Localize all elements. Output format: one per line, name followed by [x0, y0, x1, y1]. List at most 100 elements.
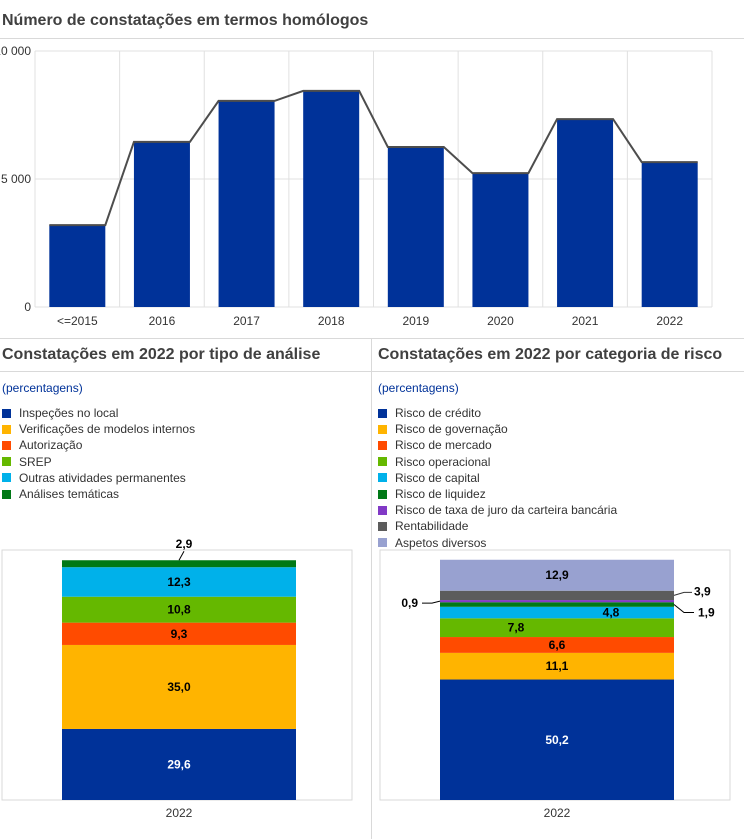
x-tick-label: 2017 [233, 314, 260, 328]
bar-2022 [641, 162, 698, 307]
x-tick-label: 2018 [318, 314, 345, 328]
x-tick-label: 2022 [544, 806, 571, 820]
data-label: 11,1 [546, 659, 569, 673]
segment-rentabilidade [440, 590, 674, 601]
bar-2019 [387, 147, 444, 307]
segment-risco-de-crédito [440, 679, 674, 800]
legend-label: SREP [19, 454, 52, 469]
legend-swatch [2, 408, 11, 418]
legend-label: Inspeções no local [19, 406, 119, 420]
left-legend: Inspeções no local Verificações de modelo… [2, 405, 195, 502]
segment-srep [62, 596, 296, 623]
legend-swatch [378, 522, 387, 532]
legend-swatch [2, 441, 11, 450]
x-tick-label: 2019 [402, 314, 429, 328]
legend-swatch [378, 489, 387, 499]
legend-item: Inspeções no local [2, 405, 195, 421]
legend-label: Risco de mercado [395, 438, 492, 453]
data-label: 12,9 [545, 568, 569, 582]
legend-item: Risco de governação [378, 421, 617, 437]
x-tick-label: <=2015 [57, 314, 98, 328]
data-label: 7,8 [508, 621, 525, 635]
y-tick-label: 10 000 [0, 44, 31, 58]
legend-label: Aspetos diversos [395, 535, 487, 550]
data-label: 2,9 [176, 537, 193, 551]
legend-label: Risco de liquidez [395, 487, 486, 502]
divider [0, 38, 744, 39]
legend-label: Verificações de modelos internos [19, 422, 196, 437]
bar-2018 [303, 90, 360, 307]
legend-item: Risco de taxa de juro da carteira bancár… [378, 502, 617, 518]
data-label: 35,0 [167, 680, 191, 694]
segment-aspetos-diversos [440, 559, 674, 591]
legend-item: Risco de capital [378, 470, 617, 486]
legend-label: Risco operacional [395, 454, 491, 469]
x-tick-label: 2022 [166, 806, 193, 820]
trend-line [49, 89, 698, 227]
legend-swatch [378, 538, 387, 548]
leader-line [178, 550, 185, 561]
right-legend: Risco de crédito Risco de governação Risco… [378, 405, 617, 551]
y-tick-label: 0 [24, 300, 31, 314]
legend-swatch [378, 457, 387, 467]
top-chart-title: Número de constatações em termos homólog… [2, 12, 369, 29]
legend-item: Risco de liquidez [378, 486, 617, 502]
bar-2021 [557, 119, 614, 307]
bar-<=2015 [49, 225, 106, 307]
legend-swatch [2, 457, 11, 467]
segment-risco-de-liquidez [440, 602, 674, 607]
data-label: 50,2 [545, 733, 569, 747]
legend-label: Autorização [19, 438, 83, 453]
divider [371, 338, 372, 839]
x-tick-label: 2020 [487, 314, 514, 328]
legend-swatch [378, 505, 387, 515]
legend-label: Risco de taxa de juro da carteira bancár… [395, 503, 618, 518]
segment-risco-de-taxa-de-juro-da-carteira-bancária [440, 600, 674, 603]
legend-swatch [378, 424, 387, 434]
x-tick-label: 2021 [572, 314, 599, 328]
data-label: 12,3 [167, 575, 191, 589]
legend-item: Outras atividades permanentes [2, 470, 195, 486]
legend-item: Rentabilidade [378, 518, 617, 534]
data-label: 9,3 [171, 627, 188, 641]
data-label: 0,9 [401, 596, 418, 610]
data-label: 6,6 [549, 638, 566, 652]
legend-item: Análises temáticas [2, 486, 195, 502]
segment-risco-de-governação [440, 652, 674, 680]
legend-item: Risco operacional [378, 454, 617, 470]
legend-item: Verificações de modelos internos [2, 421, 195, 437]
legend-item: Risco de mercado [378, 437, 617, 453]
segment-verificações-de-modelos-internos [62, 644, 296, 729]
legend-item: Risco de crédito [378, 405, 617, 421]
legend-swatch [378, 473, 387, 483]
segment-outras-atividades-permanentes [62, 567, 296, 597]
legend-item: SREP [2, 454, 195, 470]
legend-swatch [378, 408, 387, 418]
segment-autorização [62, 622, 296, 645]
leader-line [673, 604, 694, 614]
data-label: 4,8 [603, 606, 620, 620]
segment-risco-operacional [440, 618, 674, 638]
divider [0, 338, 744, 339]
data-label: 3,9 [694, 584, 711, 598]
legend-label: Risco de capital [395, 470, 480, 485]
x-tick-label: 2016 [149, 314, 176, 328]
divider [0, 371, 744, 372]
segment-inspeções-no-local [62, 728, 296, 800]
x-tick-label: 2022 [656, 314, 683, 328]
legend-label: Outras atividades permanentes [19, 470, 186, 485]
bar-2016 [133, 141, 190, 307]
legend-label: Risco de crédito [395, 406, 482, 420]
legend-item: Autorização [2, 437, 195, 453]
left-chart-title: Constatações em 2022 por tipo de análise [2, 346, 321, 363]
segment-risco-de-capital [440, 606, 674, 619]
legend-label: Rentabilidade [395, 519, 469, 534]
legend-label: Risco de governação [395, 422, 508, 437]
data-label: 29,6 [167, 757, 191, 771]
y-tick-label: 5 000 [1, 172, 31, 186]
bar-2020 [472, 173, 529, 307]
data-label: 10,8 [167, 603, 191, 617]
right-units: (percentagens) [378, 381, 459, 395]
legend-swatch [2, 489, 11, 499]
